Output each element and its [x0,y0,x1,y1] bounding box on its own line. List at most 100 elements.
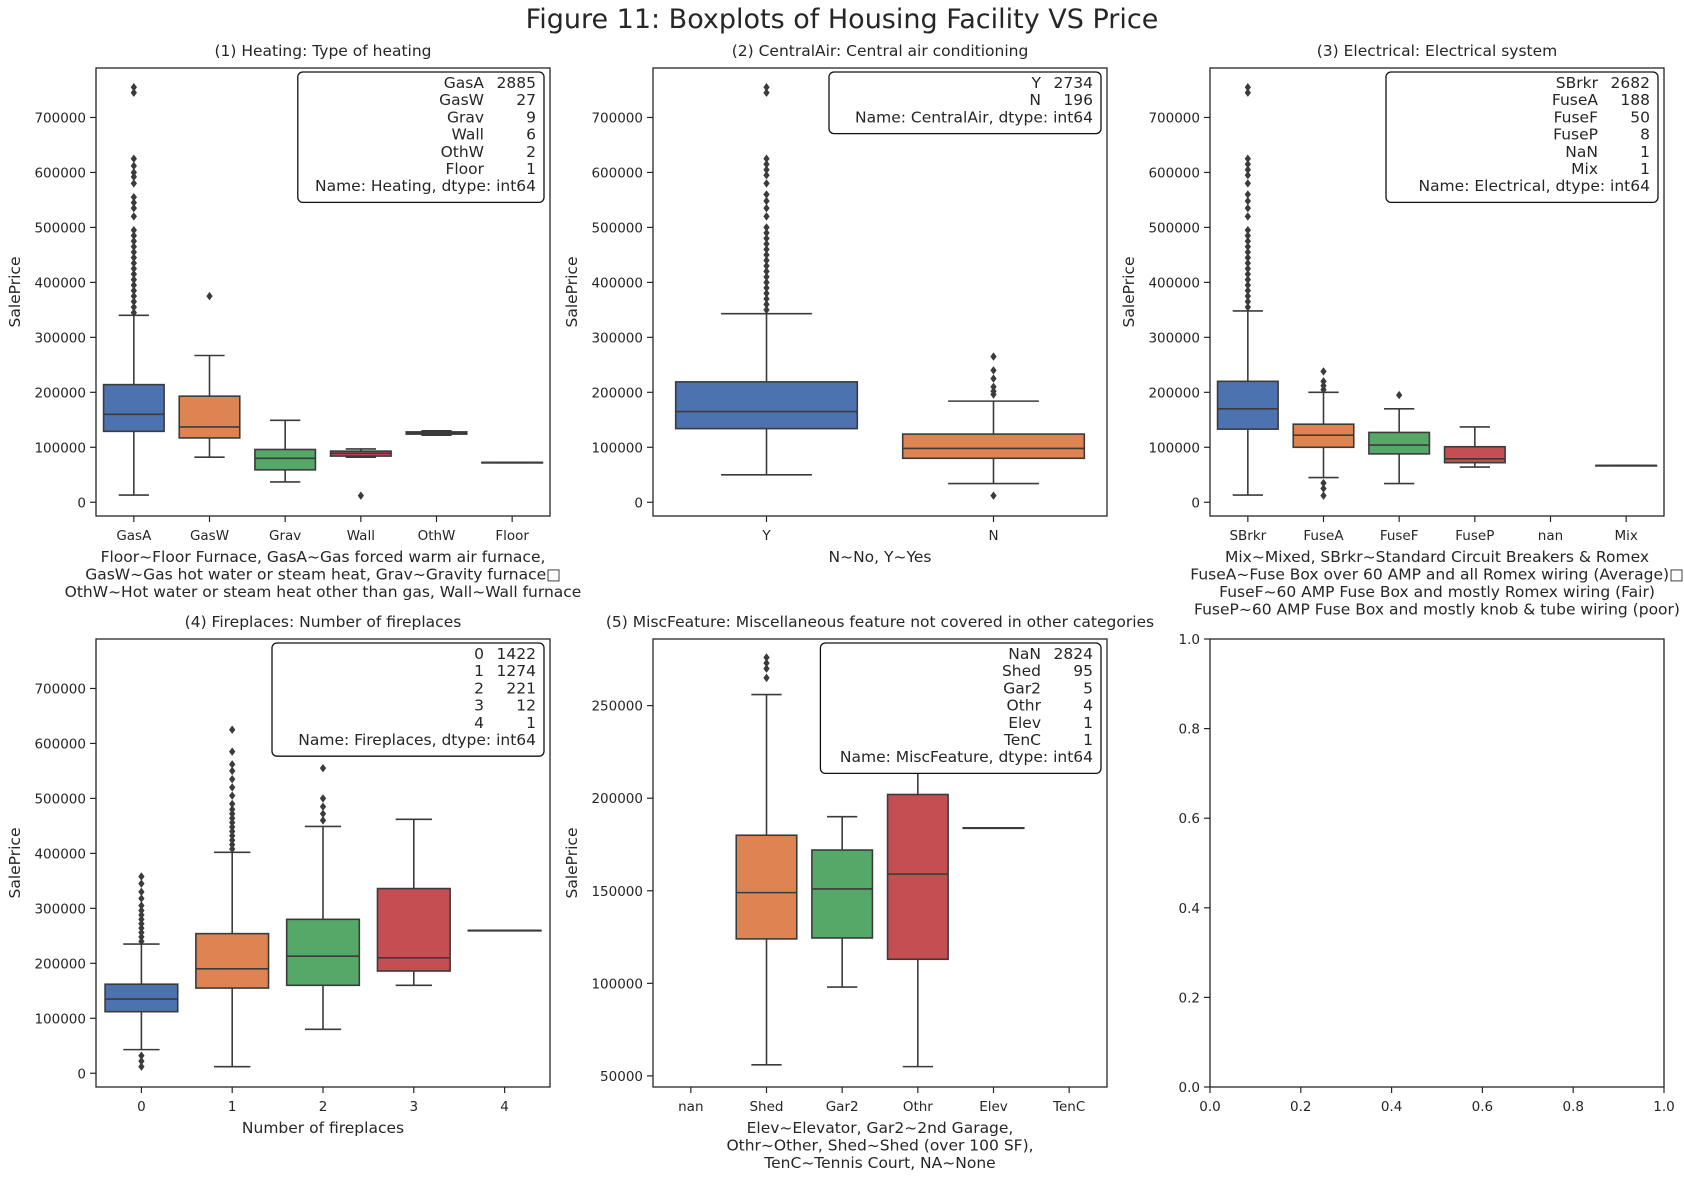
legend-category: Elev [1008,714,1041,732]
box-Mix [1595,464,1658,467]
legend-category: 0 [474,645,484,663]
box-iqr [735,834,798,940]
axes-frame [652,67,1108,517]
flier-point [1320,377,1327,386]
flier-point [1244,203,1251,213]
legend-count: 12 [516,697,536,715]
box-iqr [254,448,317,471]
box-4 [467,929,542,932]
flier-point [319,794,327,803]
flier-point [229,766,236,776]
legend-category: Othr [1007,697,1042,715]
legend-footer: Name: Heating, dtype: int64 [315,177,536,195]
flier-point [130,179,137,188]
legend-count: 1 [1083,714,1093,732]
legend-footer: Name: CentralAir, dtype: int64 [855,108,1093,126]
flier-point [763,245,770,254]
y-tick-label: 200000 [34,956,86,972]
y-tick-label: 500000 [34,791,86,807]
flier-point [1320,478,1327,488]
box-FuseF [1368,390,1431,485]
flier-point [1320,491,1327,500]
y-tick-label: 100000 [1148,440,1200,456]
legend-category: 1 [474,662,484,680]
flier-point [138,932,145,942]
legend-category: 4 [474,714,484,732]
axes-frame [95,67,551,517]
legend-frame [271,642,545,757]
y-tick-label: 0.4 [1179,901,1200,917]
legend-count: 1 [1083,731,1093,749]
x-tick-label: FuseA [1303,528,1344,544]
flier-point [1244,280,1251,290]
flier-point [763,83,770,92]
flier-point [1244,154,1251,163]
flier-point [130,198,137,207]
x-tick-label: FuseF [1380,528,1419,544]
x-tick-label: 4 [500,1099,509,1115]
x-tick-label: 0.4 [1381,1099,1402,1115]
flier-point [130,286,137,295]
flier-point [1244,212,1251,221]
legend-category: TenC [1003,731,1041,749]
x-axis-label-line: Number of fireplaces [242,1119,404,1137]
legend-category: FuseF [1554,108,1599,126]
flier-point [1244,225,1251,235]
flier-point [229,783,236,792]
flier-point [357,491,364,500]
flier-point [990,491,997,500]
flier-point [763,283,770,293]
flier-point [1244,302,1251,312]
legend-category: FuseP [1553,126,1598,144]
flier-point [763,300,770,309]
y-tick-label: 500000 [591,220,643,236]
flier-point [1244,165,1251,174]
flier-point [990,352,997,361]
box-1 [195,725,270,1068]
flier-point [1244,258,1251,268]
flier-point [229,791,236,800]
flier-point [990,366,997,375]
flier-point [130,161,137,171]
flier-point [990,382,997,392]
flier-point [138,1056,145,1066]
legend-category: Mix [1571,160,1598,178]
y-tick-label: 400000 [1148,275,1200,291]
flier-point [229,818,236,827]
legend-footer: Name: Electrical, dtype: int64 [1418,177,1650,195]
box-iqr [674,381,859,430]
y-axis-label: SalePrice [563,257,581,328]
y-tick-label: 100000 [591,440,643,456]
flier-point [229,827,236,836]
flier-point [229,835,236,845]
y-tick-label: 0 [1191,495,1200,511]
flier-point [130,88,137,97]
y-tick-label: 300000 [591,330,643,346]
y-tick-label: 0.0 [1179,1080,1200,1096]
flier-point [206,291,213,301]
box-iqr [1216,380,1279,430]
subplot-6: 0.0 0.2 0.4 0.6 0.8 1.0 0.0 0.2 0.4 0.6 0.8 1.0 [1179,632,1675,1115]
legend-category: Shed [1002,662,1041,680]
box-iqr [811,849,874,939]
y-tick-label: 1.0 [1179,632,1200,648]
flier-point [229,747,236,756]
x-axis-label-line: TenC~Tennis Court, NA~None [763,1154,995,1172]
flier-point [130,225,137,235]
x-tick-label: OthW [418,528,456,544]
flier-point [1244,88,1251,97]
flier-point [1396,390,1403,400]
y-tick-label: 300000 [34,330,86,346]
flier-point [138,1051,145,1060]
flier-point [229,774,236,784]
x-tick-label: Mix [1614,528,1637,544]
x-axis-label-line: FuseF~60 AMP Fuse Box and mostly Romex w… [1219,583,1655,601]
x-tick-label: Elev [979,1099,1008,1115]
legend-count: 1 [1640,160,1650,178]
legend-category: OthW [441,143,484,161]
flier-point [763,658,770,668]
subplot-title: (3) Electrical: Electrical system [1317,42,1557,60]
subplot-1: (1) Heating: Type of heating SalePrice 0 10… [6,42,581,601]
